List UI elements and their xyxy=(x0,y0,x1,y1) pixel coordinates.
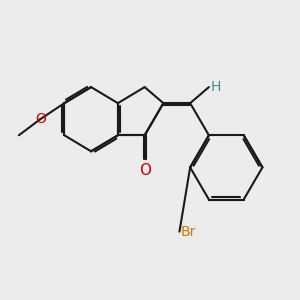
Text: O: O xyxy=(35,112,46,126)
Text: Br: Br xyxy=(181,225,196,238)
Text: O: O xyxy=(139,164,151,178)
Text: H: H xyxy=(210,80,220,94)
